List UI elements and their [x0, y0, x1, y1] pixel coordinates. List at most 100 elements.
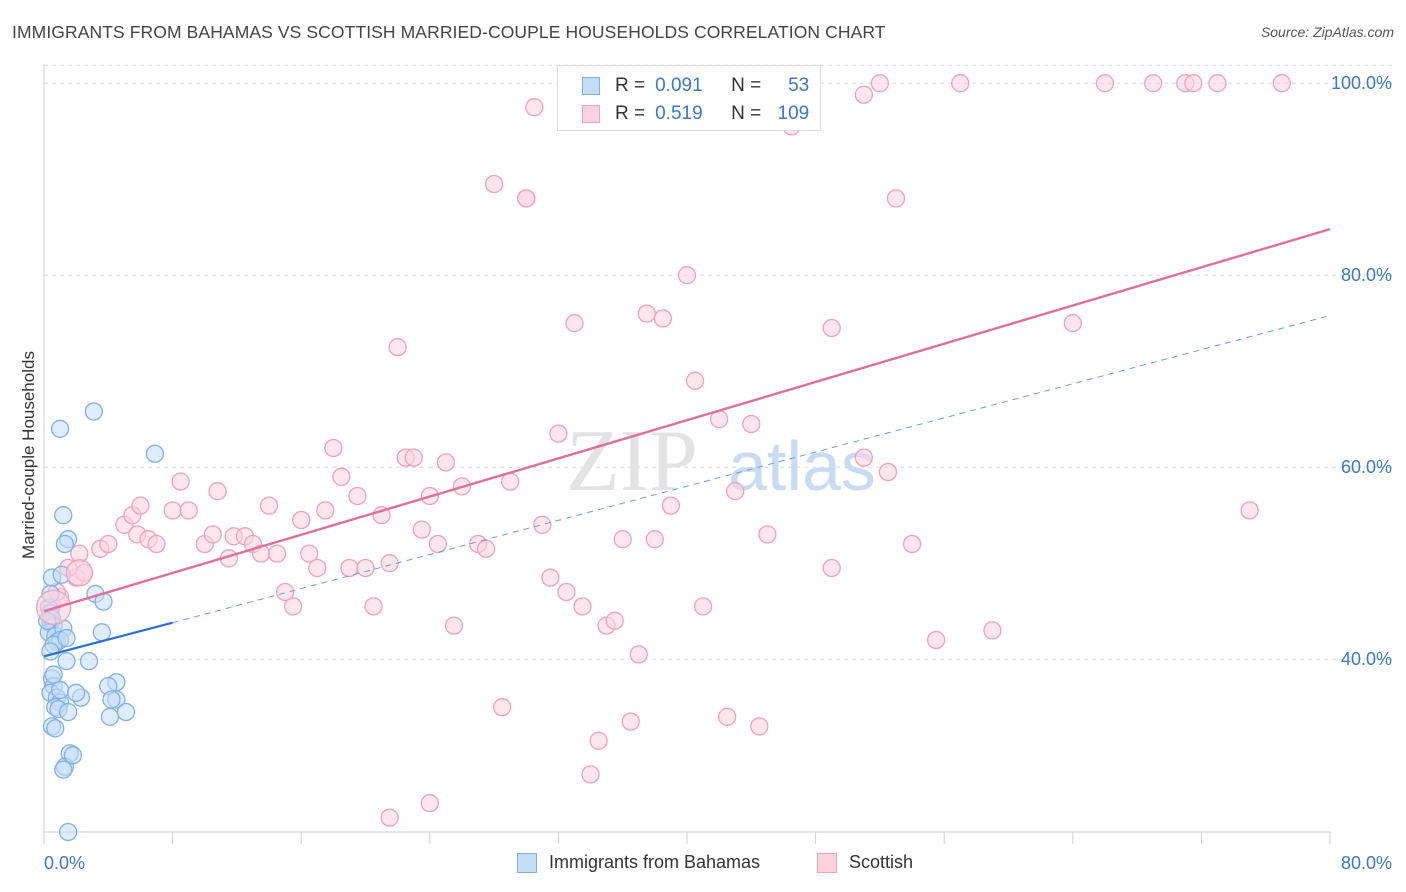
- point-scottish-14: [179, 501, 198, 520]
- point-scottish-60: [573, 597, 592, 616]
- point-scottish-100: [1208, 74, 1227, 93]
- point-scottish-67: [629, 645, 648, 664]
- point-scottish-39: [388, 338, 407, 357]
- point-bahamas-36: [55, 534, 75, 554]
- legend-r-value-bahamas: 0.091: [655, 75, 703, 96]
- bottom-legend-label-scottish: Scottish: [849, 852, 914, 872]
- point-scottish-78: [742, 414, 761, 434]
- point-scottish-101: [1240, 501, 1259, 520]
- point-scottish-104: [380, 808, 399, 827]
- legend-row-bahamas: R = 0.091 N = 53: [582, 74, 809, 98]
- point-scottish-11: [147, 534, 166, 554]
- watermark-zip: ZIP: [566, 413, 698, 510]
- legend-n-value-bahamas: 53: [788, 75, 810, 96]
- chart-title: IMMIGRANTS FROM BAHAMAS VS SCOTTISH MARR…: [12, 22, 886, 42]
- point-scottish-87: [854, 448, 873, 467]
- legend-r-label: R =: [615, 103, 646, 124]
- point-scottish-55: [533, 515, 552, 534]
- point-bahamas-47: [63, 746, 83, 765]
- y-tick-label-2: 80.0%: [1341, 265, 1392, 285]
- trend-scottish: [43, 227, 1331, 613]
- point-scottish-46: [444, 616, 464, 635]
- point-scottish-32: [332, 467, 351, 486]
- point-bahamas-50: [67, 683, 86, 702]
- point-bahamas-44: [102, 690, 121, 709]
- point-scottish-35: [356, 558, 375, 578]
- point-scottish-41: [404, 448, 423, 467]
- watermark-atlas: atlas: [728, 427, 876, 505]
- point-scottish-51: [492, 698, 512, 717]
- bottom-legend-bahamas: Immigrants from Bahamas: [517, 852, 760, 873]
- bottom-legend: Immigrants from Bahamas Scottish: [0, 852, 1406, 878]
- point-scottish-38: [380, 554, 399, 573]
- legend-r-label: R =: [615, 75, 646, 96]
- point-scottish-62: [589, 731, 608, 750]
- point-scottish-73: [685, 371, 705, 390]
- point-scottish-88: [870, 74, 890, 93]
- y-tick-label-0: 40.0%: [1341, 649, 1392, 669]
- point-scottish-30: [316, 501, 335, 520]
- bottom-legend-scottish: Scottish: [817, 852, 913, 873]
- point-scottish-91: [902, 534, 922, 554]
- bottom-legend-swatch-scottish: [817, 852, 837, 873]
- point-scottish-59: [565, 314, 584, 333]
- point-scottish-27: [292, 510, 311, 530]
- point-scottish-90: [886, 189, 906, 208]
- point-bahamas-46: [100, 707, 120, 726]
- point-scottish-103: [517, 189, 536, 208]
- point-scottish-69: [645, 530, 664, 549]
- point-scottish-64: [605, 611, 624, 630]
- x-tick-label-0: 0.0%: [44, 853, 85, 873]
- point-scottish-85: [822, 558, 841, 578]
- legend-row-scottish: R = 0.519 N = 109: [582, 102, 809, 126]
- point-scottish-31: [324, 438, 343, 458]
- data-points: [35, 74, 1291, 842]
- point-bahamas-52: [57, 628, 76, 648]
- point-bahamas-27: [54, 760, 73, 779]
- y-tick-label-1: 60.0%: [1341, 457, 1392, 477]
- point-bahamas-30: [57, 651, 76, 671]
- point-scottish-99: [1184, 74, 1203, 93]
- point-scottish-74: [693, 597, 713, 616]
- point-bahamas-33: [54, 506, 73, 525]
- point-bahamas-24: [46, 719, 65, 738]
- bottom-legend-swatch-bahamas: [517, 852, 537, 873]
- y-axis-label: Married-couple Households: [19, 351, 38, 559]
- point-scottish-54: [525, 98, 544, 117]
- point-scottish-80: [758, 525, 777, 544]
- point-scottish-65: [613, 530, 632, 549]
- point-scottish-56: [541, 568, 560, 587]
- legend: R = 0.091 N = 53 R = 0.519 N = 109: [557, 65, 821, 131]
- point-scottish-92: [927, 630, 946, 650]
- point-bahamas-34: [50, 419, 70, 438]
- point-scottish-68: [637, 304, 656, 323]
- point-scottish-102: [1272, 74, 1291, 93]
- source-credit: Source: ZipAtlas.com: [1260, 24, 1394, 40]
- point-scottish-84: [822, 318, 841, 338]
- point-scottish-44: [428, 534, 447, 554]
- point-scottish-70: [653, 309, 673, 328]
- point-scottish-23: [259, 496, 279, 515]
- point-bahamas-29: [50, 680, 70, 700]
- x-tick-label-1: 80.0%: [1341, 853, 1392, 873]
- point-scottish-77: [726, 482, 745, 501]
- point-scottish-24: [267, 544, 287, 563]
- point-scottish-42: [412, 520, 431, 539]
- point-scottish-95: [1063, 314, 1082, 333]
- point-scottish-cluster-1: [65, 559, 94, 587]
- point-scottish-34: [348, 486, 367, 506]
- grid-lines: [44, 64, 1392, 660]
- trend-bahamas-extension: [172, 315, 1331, 624]
- point-scottish-96: [1095, 74, 1115, 93]
- legend-n-label: N =: [731, 103, 762, 124]
- point-scottish-16: [203, 525, 222, 544]
- legend-swatch-scottish: [582, 105, 600, 123]
- point-scottish-8: [131, 496, 150, 515]
- point-scottish-79: [750, 717, 769, 736]
- point-scottish-28: [300, 544, 319, 563]
- point-bahamas-37: [79, 651, 99, 671]
- axes: [43, 64, 1331, 844]
- point-scottish-12: [163, 501, 182, 520]
- point-scottish-50: [484, 174, 504, 194]
- point-scottish-13: [171, 472, 190, 491]
